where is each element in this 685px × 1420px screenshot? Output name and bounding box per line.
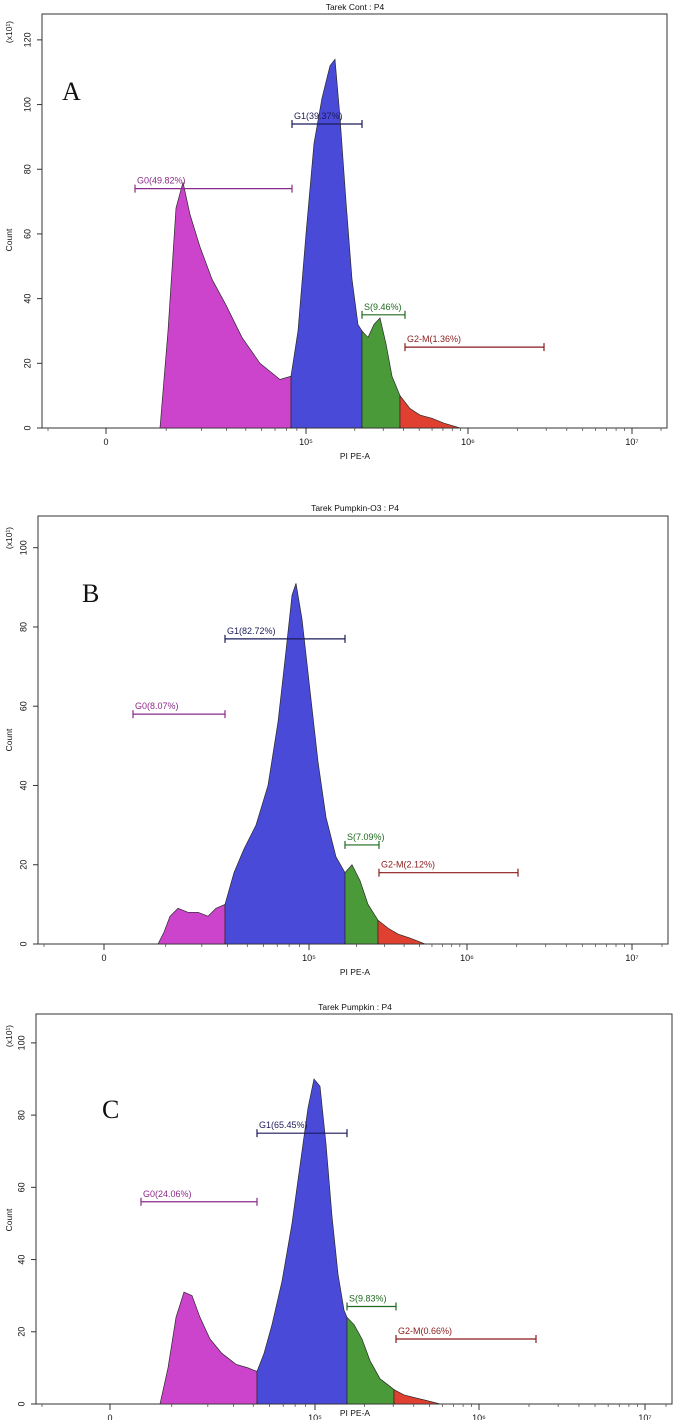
panel-label: C [102,1095,119,1124]
y-tick-label: 80 [16,1110,26,1120]
gate-label-g0: G0(49.82%) [137,176,186,186]
gate-label-g2-m: G2-M(1.36%) [407,334,461,344]
y-tick-label: 80 [18,622,28,632]
gate-label-g1: G1(65.45%) [259,1120,308,1130]
histogram-chart-b: Tarek Pumpkin-O3 : P4 B Count (x10¹) PI … [4,503,669,977]
x-tick-label: 10⁷ [638,1413,651,1420]
phase-areas [159,1078,441,1405]
y-tick-label: 20 [18,860,28,870]
x-tick-label: 10⁵ [308,1413,322,1420]
y-tick-label: 100 [18,540,28,555]
y-tick-label: 0 [22,425,32,430]
y-tick-label: 20 [16,1327,26,1337]
y-tick-label: 120 [22,32,32,47]
y-tick-label: 100 [16,1035,26,1050]
y-tick-label: 0 [18,941,28,946]
phase-area-g1 [256,1078,348,1405]
phase-area-g1 [290,58,363,429]
y-axis-multiplier: (x10¹) [4,527,14,549]
histogram-panel-a: Tarek Cont : P4 A Count (x10¹) PI PE-A 0… [0,0,685,462]
y-tick-label: 80 [22,164,32,174]
x-axis-label: PI PE-A [340,967,371,977]
y-tick-label: 40 [18,780,28,790]
y-tick-label: 60 [18,701,28,711]
x-tick-label: 10⁷ [625,437,638,447]
x-tick-label: 10⁶ [461,437,475,447]
gate-label-s: S(7.09%) [347,832,385,842]
y-tick-label: 60 [16,1182,26,1192]
phase-area-g0 [159,182,292,429]
phase-gates: G0(24.06%) G1(65.45%) S(9.83%) G2-M(0.66%) [140,1120,537,1343]
gate-label-g2-m: G2-M(2.12%) [381,860,435,870]
gate-label-s: S(9.83%) [349,1294,387,1304]
gate-label-g1: G1(39.37%) [294,111,343,121]
phase-gates: G0(49.82%) G1(39.37%) S(9.46%) G2-M(1.36%) [134,111,545,352]
phase-area-g2-m [393,1388,441,1405]
x-axis-label: PI PE-A [340,1408,371,1418]
y-axis-multiplier: (x10¹) [4,21,14,43]
x-tick-label: 10⁷ [625,953,638,963]
x-tick-label: 10⁶ [472,1413,486,1420]
y-tick-label: 20 [22,358,32,368]
gate-label-s: S(9.46%) [364,302,402,312]
x-axis-label: PI PE-A [340,451,371,461]
histogram-panel-c: Tarek Pumpkin : P4 C Count (x10¹) PI PE-… [0,1000,685,1420]
x-tick-label: 0 [107,1413,112,1420]
x-tick-label: 0 [101,953,106,963]
histogram-chart-c: Tarek Pumpkin : P4 C Count (x10¹) PI PE-… [4,1002,673,1420]
y-axis-multiplier: (x10¹) [4,1025,14,1047]
histogram-chart-a: Tarek Cont : P4 A Count (x10¹) PI PE-A 0… [4,2,668,461]
y-tick-label: 100 [22,97,32,112]
phase-area-g2-m [377,919,426,945]
gate-label-g1: G1(82.72%) [227,626,276,636]
chart-title: Tarek Cont : P4 [326,2,385,12]
histogram-panel-b: Tarek Pumpkin-O3 : P4 B Count (x10¹) PI … [0,500,685,980]
chart-title: Tarek Pumpkin : P4 [318,1002,392,1012]
x-tick-label: 10⁶ [460,953,474,963]
chart-title: Tarek Pumpkin-O3 : P4 [311,503,399,513]
panel-label: B [82,579,99,608]
gate-label-g0: G0(8.07%) [135,701,179,711]
axis-ticks: 0 20 40 60 80 100 120 0 10⁵ 10⁶ 10⁷ [22,32,662,447]
phase-areas [159,58,461,429]
y-tick-label: 0 [16,1401,26,1406]
phase-gates: G0(8.07%) G1(82.72%) S(7.09%) G2-M(2.12%) [132,626,519,877]
axis-ticks: 0 20 40 60 80 100 0 10⁵ 10⁶ 10⁷ [16,1035,667,1420]
phase-area-g2-m [399,394,461,429]
phase-area-g1 [224,583,346,945]
y-axis-label: Count [4,728,14,751]
x-tick-label: 10⁵ [302,953,316,963]
phase-areas [157,583,426,945]
axis-ticks: 0 20 40 60 80 100 0 10⁵ 10⁶ 10⁷ [18,540,663,963]
panel-label: A [62,77,81,106]
x-tick-label: 10⁵ [299,437,313,447]
gate-label-g2-m: G2-M(0.66%) [398,1326,452,1336]
y-axis-label: Count [4,228,14,251]
gate-label-g0: G0(24.06%) [143,1189,192,1199]
y-tick-label: 60 [22,229,32,239]
y-axis-label: Count [4,1208,14,1231]
x-tick-label: 0 [103,437,108,447]
y-tick-label: 40 [16,1255,26,1265]
y-tick-label: 40 [22,294,32,304]
